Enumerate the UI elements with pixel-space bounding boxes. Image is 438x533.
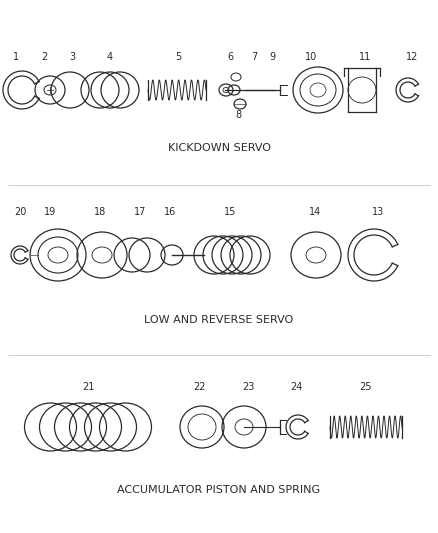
Text: KICKDOWN SERVO: KICKDOWN SERVO	[167, 143, 271, 153]
Text: 16: 16	[164, 207, 176, 217]
Text: 10: 10	[305, 52, 317, 62]
Text: 6: 6	[227, 52, 233, 62]
Text: 21: 21	[82, 382, 94, 392]
Text: 18: 18	[94, 207, 106, 217]
Text: LOW AND REVERSE SERVO: LOW AND REVERSE SERVO	[145, 315, 293, 325]
Text: ACCUMULATOR PISTON AND SPRING: ACCUMULATOR PISTON AND SPRING	[117, 485, 321, 495]
Text: 25: 25	[359, 382, 371, 392]
Text: 12: 12	[406, 52, 418, 62]
Text: 5: 5	[175, 52, 181, 62]
Text: 9: 9	[269, 52, 275, 62]
Text: 8: 8	[235, 110, 241, 120]
Text: 14: 14	[309, 207, 321, 217]
Text: 23: 23	[242, 382, 254, 392]
Text: 13: 13	[372, 207, 384, 217]
Text: 15: 15	[224, 207, 236, 217]
Text: 20: 20	[14, 207, 26, 217]
Text: 11: 11	[359, 52, 371, 62]
Text: 3: 3	[69, 52, 75, 62]
Text: 1: 1	[13, 52, 19, 62]
Text: 7: 7	[251, 52, 257, 62]
Text: 19: 19	[44, 207, 56, 217]
Text: 24: 24	[290, 382, 302, 392]
Text: 4: 4	[107, 52, 113, 62]
Text: 17: 17	[134, 207, 146, 217]
Text: 22: 22	[194, 382, 206, 392]
Text: 2: 2	[41, 52, 47, 62]
